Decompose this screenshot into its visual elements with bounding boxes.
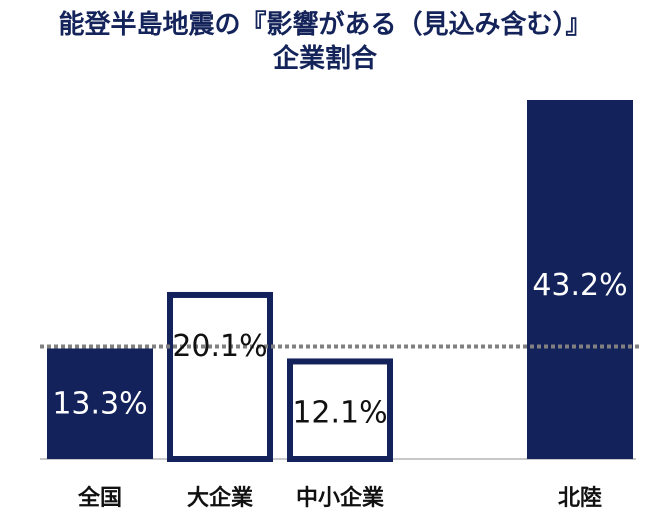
bar-4 [527,100,633,459]
chart-title-line-1: 能登半島地震の『影響がある（見込み含む）』 [58,10,592,40]
value-label-4: 43.2% [532,268,627,303]
value-label-2: 20.1% [172,329,267,364]
value-label-1: 13.3% [52,386,147,421]
chart-title-line-2: 企業割合 [272,44,377,74]
value-label-3: 12.1% [292,395,387,430]
bar-3 [287,358,393,462]
category-label-3: 中小企業 [296,485,385,511]
category-label-2: 大企業 [187,485,254,511]
category-label-1: 全国 [77,485,122,511]
bar-2 [167,291,273,462]
bar-1 [47,348,153,459]
chart-title: 能登半島地震の『影響がある（見込み含む）』 企業割合 [0,8,650,76]
category-label-4: 北陸 [558,485,602,511]
